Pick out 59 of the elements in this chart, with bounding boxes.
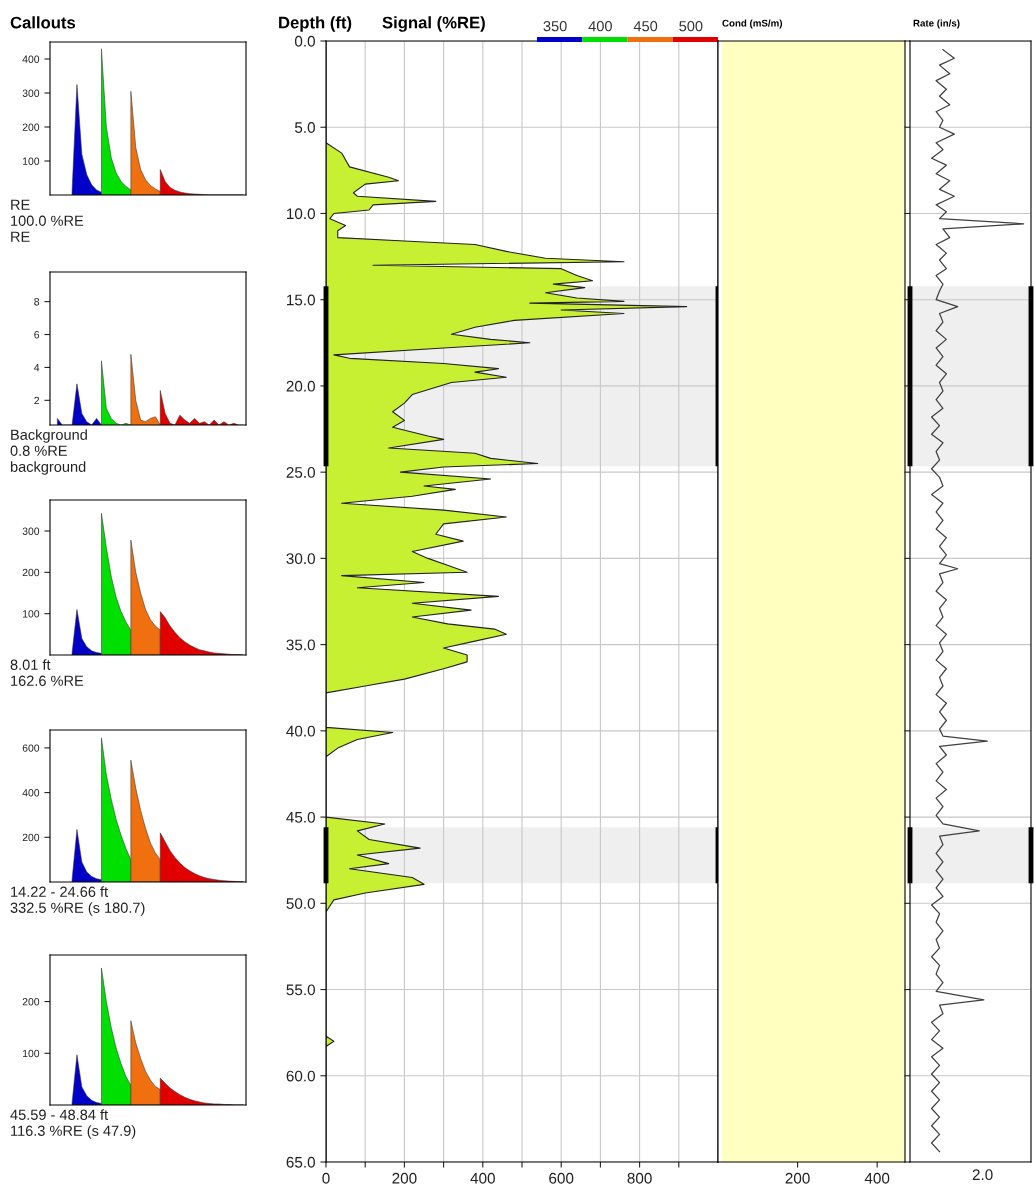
y-tick-label: 300 bbox=[22, 527, 40, 535]
y-tick-label: 50.0 bbox=[286, 898, 315, 909]
x-tick-label: 0 bbox=[322, 1172, 330, 1184]
y-tick-label: 100 bbox=[23, 610, 40, 618]
y-tick-label: 200 bbox=[22, 123, 40, 131]
text: 45.59 - 48.84 ft bbox=[10, 1109, 108, 1120]
y-tick-label: 15.0 bbox=[287, 294, 315, 306]
y-tick-label: 300 bbox=[22, 89, 40, 97]
text: Background bbox=[11, 429, 87, 443]
y-tick-label: 400 bbox=[22, 55, 40, 63]
x-tick-label: 600 bbox=[549, 1172, 574, 1184]
y-tick-label: 200 bbox=[22, 833, 40, 842]
x-tick-label: 200 bbox=[785, 1172, 810, 1184]
y-tick-label: 45.0 bbox=[286, 811, 315, 823]
y-tick-label: 200 bbox=[22, 998, 40, 1006]
color-bar-label: 450 bbox=[633, 21, 658, 32]
text: RE bbox=[11, 231, 30, 242]
y-axis-title: Depth (ft) bbox=[279, 16, 352, 32]
x-tick-label: 400 bbox=[470, 1172, 495, 1184]
text: 0.8 %RE bbox=[10, 445, 67, 456]
y-tick-label: 4 bbox=[34, 364, 40, 372]
y-tick-label: 200 bbox=[22, 568, 40, 577]
chart-title: Cond (mS/m) bbox=[722, 19, 783, 29]
y-tick-label: 600 bbox=[22, 744, 40, 752]
color-bar-label: 350 bbox=[543, 21, 567, 32]
y-tick-label: 55.0 bbox=[286, 984, 315, 996]
y-tick-label: 6 bbox=[34, 331, 40, 339]
chart-title: Signal (%RE) bbox=[382, 16, 485, 32]
y-tick-label: 35.0 bbox=[286, 639, 315, 651]
y-tick-label: 400 bbox=[22, 789, 40, 797]
text: 2.0 bbox=[972, 1169, 993, 1181]
y-tick-label: 65.0 bbox=[286, 1156, 315, 1168]
text: 100.0 %RE bbox=[11, 215, 84, 226]
y-tick-label: 2 bbox=[34, 396, 40, 405]
y-tick-label: 30.0 bbox=[286, 553, 315, 565]
y-tick-label: 0.0 bbox=[294, 35, 315, 47]
y-tick-label: 10.0 bbox=[287, 208, 315, 220]
x-tick-label: 800 bbox=[627, 1172, 652, 1184]
chart-title: Rate (in/s) bbox=[913, 19, 960, 29]
y-tick-label: 40.0 bbox=[286, 725, 315, 737]
text: 8.01 ft bbox=[10, 659, 51, 670]
y-tick-label: 100 bbox=[23, 157, 40, 165]
text: RE bbox=[11, 199, 30, 210]
y-tick-label: 60.0 bbox=[286, 1070, 315, 1082]
color-bar-label: 500 bbox=[679, 21, 703, 32]
x-tick-label: 200 bbox=[392, 1172, 417, 1184]
text: 162.6 %RE bbox=[11, 675, 84, 686]
x-tick-label: 400 bbox=[864, 1172, 890, 1184]
color-bar-label: 400 bbox=[588, 21, 612, 32]
y-tick-label: 25.0 bbox=[286, 467, 315, 478]
y-tick-label: 5.0 bbox=[294, 122, 315, 133]
y-tick-label: 20.0 bbox=[286, 380, 315, 392]
y-tick-label: 8 bbox=[34, 298, 40, 306]
y-tick-label: 100 bbox=[23, 1049, 40, 1058]
text: 14.22 - 24.66 ft bbox=[11, 886, 108, 897]
text: 332.5 %RE (s 180.7) bbox=[10, 902, 145, 916]
text: background bbox=[10, 461, 86, 475]
chart-title: Callouts bbox=[10, 16, 76, 29]
text: 116.3 %RE (s 47.9) bbox=[11, 1125, 136, 1139]
